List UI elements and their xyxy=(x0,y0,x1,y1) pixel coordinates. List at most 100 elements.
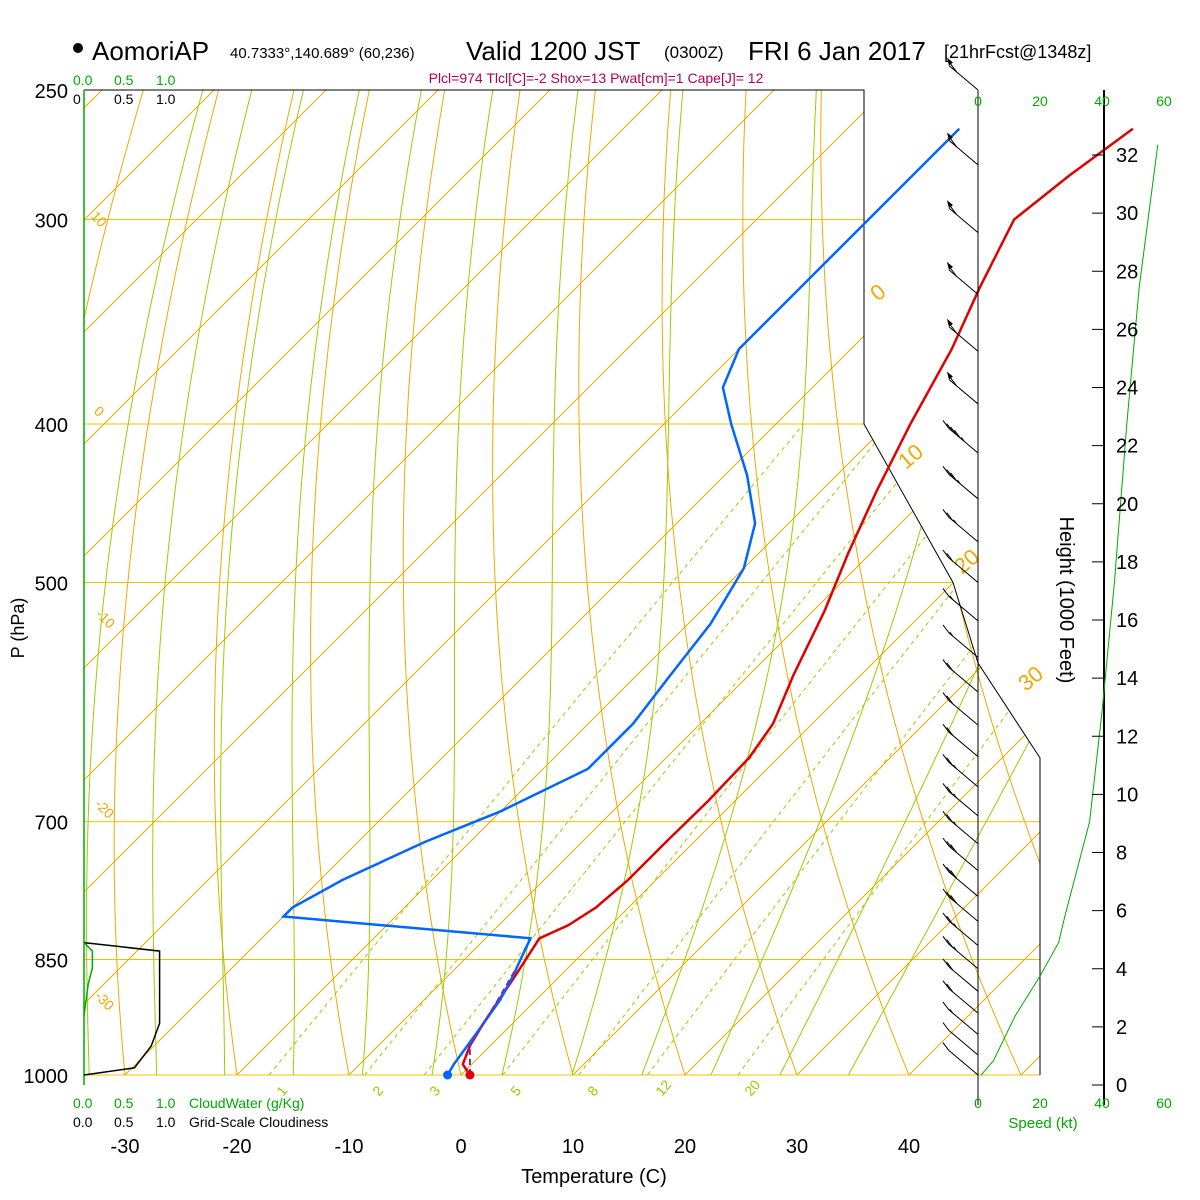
mixing-ratio-label: 3 xyxy=(426,1083,443,1099)
isotherm-line xyxy=(84,90,551,1075)
height-tick-label: 32 xyxy=(1116,145,1138,167)
dry-adiabat xyxy=(310,90,376,1075)
wind-barb xyxy=(942,659,979,693)
station-name: AomoriAP xyxy=(92,36,209,66)
x-axis-title: Temperature (C) xyxy=(521,1166,667,1188)
pressure-tick-label: 700 xyxy=(35,813,68,835)
valid-time: Valid 1200 JST xyxy=(466,36,641,66)
moist-adiabat xyxy=(86,90,204,1075)
dry-adiabat xyxy=(820,90,1038,1075)
surface-dewpoint-marker xyxy=(443,1070,453,1080)
wind-barb xyxy=(942,980,979,1014)
wind-barbs xyxy=(942,57,979,1076)
stability-indices: Plcl=974 Tlcl[C]=-2 Shox=13 Pwat[cm]=1 C… xyxy=(429,70,764,86)
zulu-time: (0300Z) xyxy=(664,43,724,62)
mixing-ratio-line xyxy=(364,423,891,1075)
wind-barb xyxy=(946,132,979,166)
wind-barb xyxy=(942,1042,979,1076)
isotherm-label: 10 xyxy=(88,208,110,230)
height-tick-label: 24 xyxy=(1116,378,1138,400)
forecast-info: [21hrFcst@1348z] xyxy=(944,42,1091,62)
height-tick-label: 8 xyxy=(1116,843,1127,865)
speed-tick-label: 40 xyxy=(1094,93,1110,109)
wind-barb xyxy=(942,888,979,922)
dry-adiabat xyxy=(402,90,470,1075)
wind-barb xyxy=(942,783,979,817)
wind-barb xyxy=(942,754,979,788)
dry-adiabat xyxy=(492,90,584,1075)
moist-adiabat xyxy=(152,90,253,1075)
temperature-line xyxy=(461,127,1134,1076)
pressure-tick-label: 300 xyxy=(35,211,68,233)
wind-barb xyxy=(942,958,979,992)
moist-adiabat xyxy=(829,90,1040,1075)
mixing-ratio-label: 12 xyxy=(652,1077,674,1099)
pressure-tick-label: 1000 xyxy=(24,1066,69,1088)
dry-adiabat xyxy=(742,90,925,1075)
isobars xyxy=(84,89,1040,1076)
wind-barb xyxy=(942,912,979,946)
wind-barb xyxy=(942,549,979,583)
height-tick-label: 18 xyxy=(1116,552,1138,574)
mixing-ratio-line xyxy=(578,423,1040,1075)
wind-barb xyxy=(942,509,979,543)
cloudiness-scale-2: 1.0 xyxy=(156,91,176,107)
temperature-tick-label: 0 xyxy=(455,1136,466,1158)
speed-tick-label: 60 xyxy=(1156,1095,1172,1111)
cloudwater-profile xyxy=(83,942,94,1016)
cloudiness-scale-b2: 1.0 xyxy=(156,1114,176,1130)
station-dot-icon xyxy=(73,43,83,53)
dry-adiabat xyxy=(113,90,227,1075)
moist-adiabat xyxy=(694,90,987,1075)
isotherm-line xyxy=(84,90,439,1075)
cloudwater-scale-bottom: 0.0 0.5 1.0 CloudWater (g/Kg) xyxy=(73,1095,304,1111)
surface-temperature-marker xyxy=(465,1070,475,1080)
temperature-tick-label: 20 xyxy=(674,1136,696,1158)
moist-adiabat xyxy=(761,90,1040,1075)
speed-tick-label: 0 xyxy=(974,93,982,109)
temperature-ticks: -30 -20 -10 0 10 20 30 40 xyxy=(111,1136,921,1158)
isotherm-line xyxy=(796,90,1040,1075)
parcel-path xyxy=(468,967,518,1076)
temperature-tick-label: -20 xyxy=(223,1136,252,1158)
height-tick-label: 22 xyxy=(1116,436,1138,458)
moist-adiabat xyxy=(425,90,494,1075)
speed-tick-label: 0 xyxy=(974,1095,982,1111)
cloudiness-scale-1: 0.5 xyxy=(114,91,134,107)
wind-barb xyxy=(942,863,979,897)
dry-adiabat xyxy=(84,90,153,1075)
dry-adiabat xyxy=(1194,61,1200,1110)
cloudwater-scale-b1: 0.5 xyxy=(114,1095,134,1111)
dry-adiabat-label: 10 xyxy=(893,439,928,474)
pressure-tick-label: 500 xyxy=(35,574,68,596)
plot-frame xyxy=(84,89,1041,1075)
cloudwater-scale-b2: 1.0 xyxy=(156,1095,176,1111)
height-tick-label: 6 xyxy=(1116,901,1127,923)
wind-barb xyxy=(942,420,979,454)
pressure-ticks: 250 300 400 500 700 850 1000 xyxy=(24,81,69,1088)
height-axis-label: Height (1000 Feet) xyxy=(1055,517,1077,684)
moist-adiabat xyxy=(627,90,817,1075)
isotherm-label: -20 xyxy=(92,796,118,822)
moist-adiabat xyxy=(220,90,304,1075)
isotherm-line xyxy=(84,90,887,1075)
cloudwater-scale-0: 0.0 xyxy=(73,72,93,88)
wind-barb xyxy=(942,935,979,970)
moist-adiabat xyxy=(493,90,579,1075)
temperature-tick-label: -10 xyxy=(335,1136,364,1158)
temperature-tick-label: 40 xyxy=(898,1136,920,1158)
wind-barb xyxy=(946,261,979,295)
height-tick-label: 10 xyxy=(1116,784,1138,806)
wind-barb xyxy=(942,837,979,871)
height-tick-label: 20 xyxy=(1116,494,1138,516)
mixing-ratio-label: 5 xyxy=(507,1083,524,1099)
cloudwater-scale-b0: 0.0 xyxy=(73,1095,93,1111)
wind-barb xyxy=(942,588,979,622)
y-axis-title: P (hPa) xyxy=(8,598,28,659)
mixing-ratio-line xyxy=(268,423,804,1075)
pressure-tick-label: 250 xyxy=(35,81,68,103)
cloudwater-scale-1: 0.5 xyxy=(114,72,134,88)
